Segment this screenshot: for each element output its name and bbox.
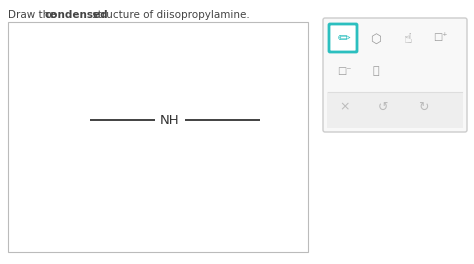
FancyBboxPatch shape [329, 24, 357, 52]
Text: ✏: ✏ [337, 31, 350, 46]
Text: NH: NH [160, 114, 180, 126]
Bar [327, 92, 463, 128]
Text: ⬜: ⬜ [373, 66, 379, 76]
Text: ↺: ↺ [378, 101, 388, 114]
Text: ×: × [340, 101, 350, 114]
Text: ↻: ↻ [418, 101, 428, 114]
Text: □⁻: □⁻ [337, 66, 351, 76]
Text: □⁺: □⁺ [433, 32, 447, 42]
Bar [8, 22, 308, 252]
Text: condensed: condensed [45, 10, 109, 20]
Text: Draw the: Draw the [8, 10, 59, 20]
FancyBboxPatch shape [323, 18, 467, 132]
Text: ☝: ☝ [404, 32, 412, 46]
Text: ⬡: ⬡ [371, 32, 382, 45]
Text: structure of diisopropylamine.: structure of diisopropylamine. [89, 10, 250, 20]
